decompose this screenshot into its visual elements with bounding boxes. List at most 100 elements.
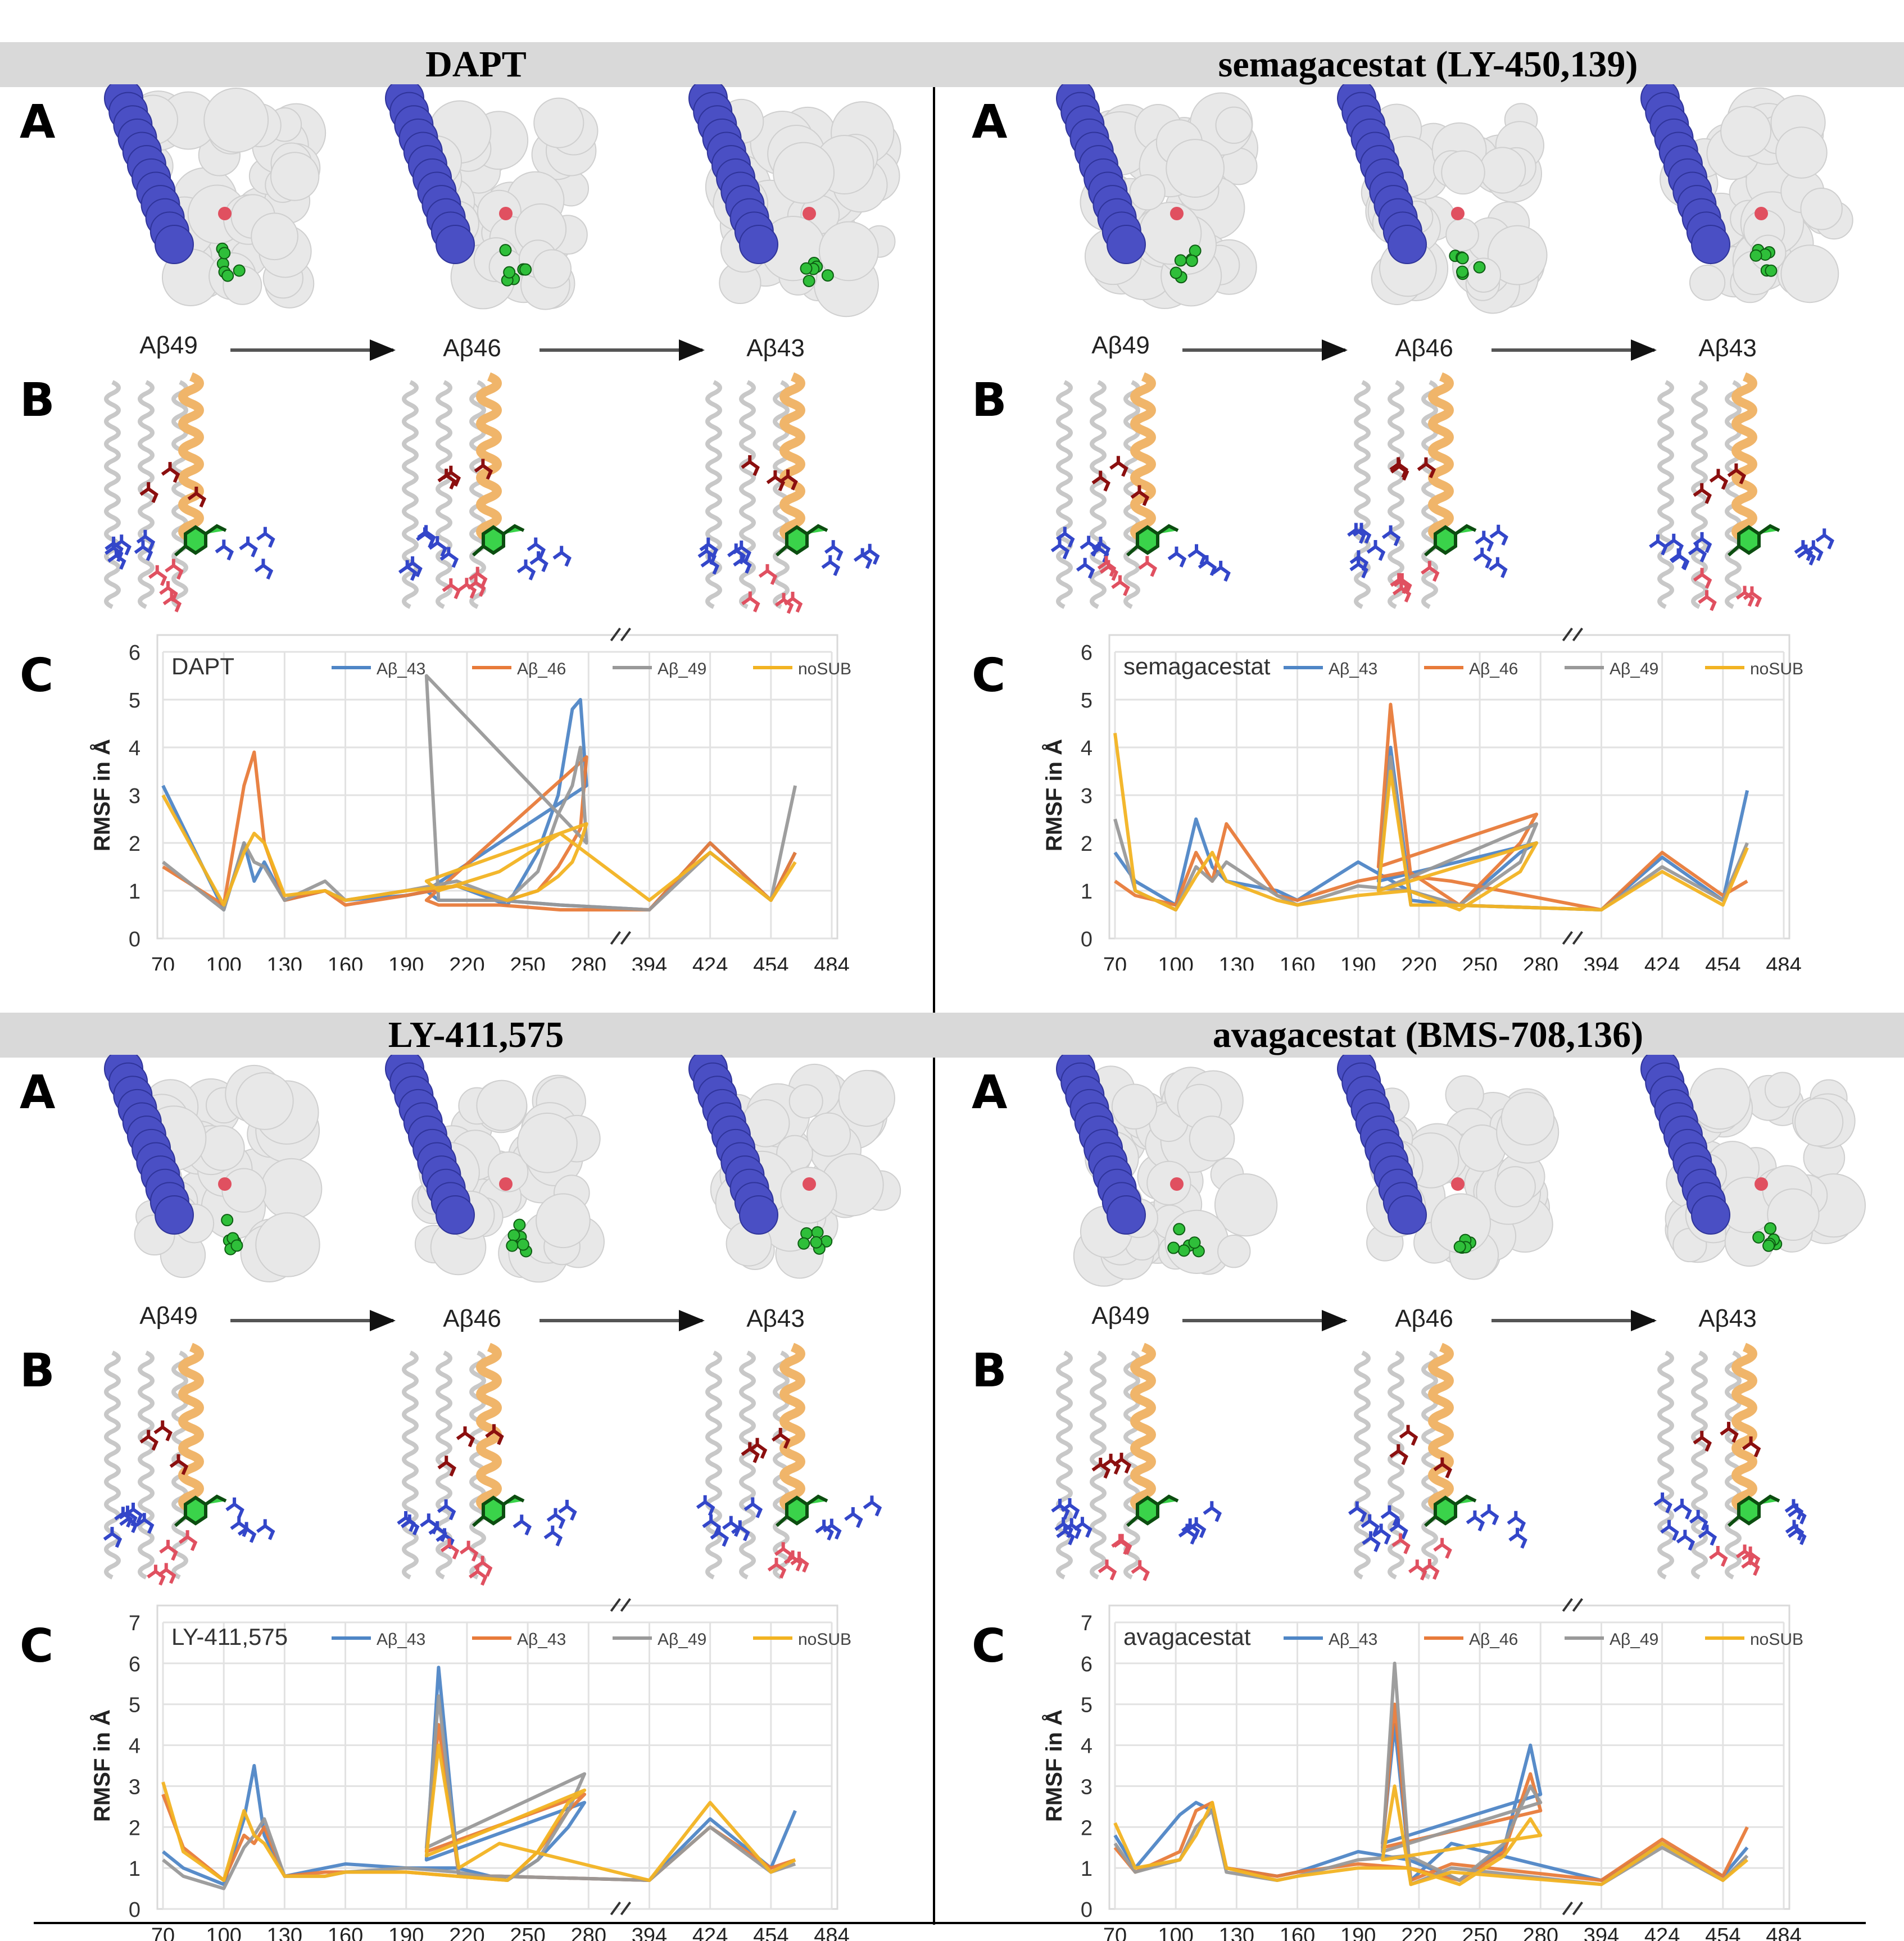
residue-sticks	[1101, 1453, 1121, 1475]
structure-surface-1	[104, 1055, 323, 1282]
helix-ribbon	[1725, 1350, 1742, 1580]
residue-sticks	[1097, 556, 1117, 577]
substrate-surface	[104, 1055, 194, 1235]
catalytic-residue	[1451, 1177, 1465, 1191]
residue-sticks	[783, 1550, 803, 1572]
catalytic-residue	[218, 207, 232, 220]
y-tick-label: 4	[1081, 737, 1092, 760]
legend-label: Aβ_43	[517, 1630, 566, 1649]
ligand	[1752, 1222, 1783, 1252]
x-tick-label: 100	[1158, 1924, 1193, 1941]
y-tick-label: 2	[129, 832, 140, 856]
residue-sticks	[103, 1527, 123, 1548]
residue-sticks	[815, 1520, 834, 1541]
x-tick-label: 70	[151, 1924, 175, 1941]
x-tick-label: 484	[1766, 954, 1801, 971]
arrow-icon	[1492, 339, 1657, 361]
helix-ribbon	[402, 1350, 419, 1580]
residue-sticks	[256, 527, 275, 548]
ligand-atom	[1764, 1222, 1777, 1235]
helix-ribbon	[1056, 1350, 1073, 1580]
residue-sticks	[1408, 1559, 1427, 1581]
rmsf-chart: 0 1 2 3 4 5 6 70 100 130 160 190 220 250 280 394 424 454 4…	[89, 627, 851, 971]
substrate-helix	[1130, 1343, 1156, 1513]
surface-blob	[1215, 106, 1253, 144]
residue-sticks	[136, 529, 156, 551]
residue-sticks	[1698, 1525, 1717, 1546]
x-tick-label: 424	[692, 1924, 728, 1941]
substrate-blob	[1107, 225, 1146, 264]
substrate-blob	[1388, 225, 1427, 264]
ligand-atom	[810, 1236, 823, 1249]
residue-sticks	[1693, 483, 1712, 504]
residue-sticks	[157, 1563, 176, 1584]
y-tick-label: 3	[129, 784, 140, 808]
row-label-c: C	[972, 649, 1006, 702]
row-label-b: B	[20, 374, 55, 427]
residue-sticks	[1393, 573, 1412, 595]
surface-blob	[1166, 139, 1225, 198]
y-tick-label: 4	[129, 1735, 140, 1758]
surface-blob	[1800, 188, 1843, 230]
x-tick-label: 220	[449, 954, 484, 971]
residue-sticks	[700, 554, 720, 575]
catalytic-residue	[1755, 207, 1768, 220]
legend-label: Aβ_49	[1610, 660, 1658, 678]
residue-sticks	[821, 555, 841, 577]
residue-sticks	[1507, 1511, 1526, 1532]
surface-blob	[1500, 1091, 1555, 1146]
stage-label-1: Aβ49	[1091, 332, 1150, 359]
residue-sticks	[1660, 1520, 1679, 1541]
residue-sticks	[124, 1502, 143, 1524]
ligand-sticks	[1728, 524, 1780, 557]
helix-ribbon	[469, 1350, 486, 1580]
residue-sticks	[543, 1525, 563, 1547]
residue-sticks	[1372, 1523, 1391, 1545]
figure-panel-avagacestat: avagacestat (BMS-708,136) A B C Aβ49 Aβ4…	[952, 971, 1904, 1941]
residue-sticks	[1187, 544, 1207, 565]
rmsf-chart: 0 1 2 3 4 5 6 7 70 100 130 160 190 220 250 280 394 424 454…	[89, 1598, 851, 1941]
ligand-atom	[821, 269, 834, 282]
residue-sticks	[1475, 530, 1494, 552]
legend-label: Aβ_43	[377, 660, 425, 678]
residue-sticks	[1381, 525, 1401, 547]
residue-sticks	[1689, 1509, 1708, 1531]
y-tick-label: 1	[1081, 880, 1092, 904]
residue-sticks	[256, 1519, 275, 1540]
vertical-divider	[933, 87, 935, 1925]
residue-sticks	[239, 536, 258, 557]
residue-sticks	[1693, 1431, 1712, 1452]
residue-sticks	[230, 1516, 249, 1538]
series-line	[161, 1743, 796, 1882]
residue-sticks	[516, 559, 536, 581]
arrow-icon	[1182, 1310, 1348, 1331]
residue-sticks	[1111, 575, 1130, 596]
residue-sticks	[456, 1426, 475, 1448]
chart-annotation: LY-411,575	[171, 1623, 288, 1650]
catalytic-residue	[1755, 1177, 1768, 1191]
residue-sticks	[1794, 540, 1814, 561]
ligand-sticks	[472, 524, 525, 557]
x-tick-label: 454	[1705, 954, 1740, 971]
residue-sticks	[1688, 541, 1707, 563]
surface-blob	[487, 1151, 529, 1192]
residue-sticks	[466, 575, 486, 597]
stage-label-3: Aβ43	[1698, 334, 1757, 362]
residue-sticks	[1727, 463, 1747, 484]
x-tick-label: 394	[1584, 954, 1619, 971]
residue-sticks	[1709, 469, 1729, 490]
residue-sticks	[1433, 1457, 1453, 1479]
substrate-helix	[178, 372, 204, 543]
residue-sticks	[1417, 457, 1436, 479]
x-tick-label: 220	[1401, 954, 1436, 971]
x-tick-label: 70	[151, 954, 175, 971]
residue-sticks	[1130, 485, 1150, 506]
substrate-helix	[779, 372, 805, 543]
structure-surface-3	[688, 84, 901, 318]
ligand-sticks	[776, 1494, 828, 1527]
surface-blob	[788, 1084, 823, 1119]
surface-blob	[818, 221, 879, 282]
residue-sticks	[1390, 460, 1409, 481]
row-label-b: B	[20, 1344, 55, 1398]
residue-sticks	[254, 559, 274, 580]
